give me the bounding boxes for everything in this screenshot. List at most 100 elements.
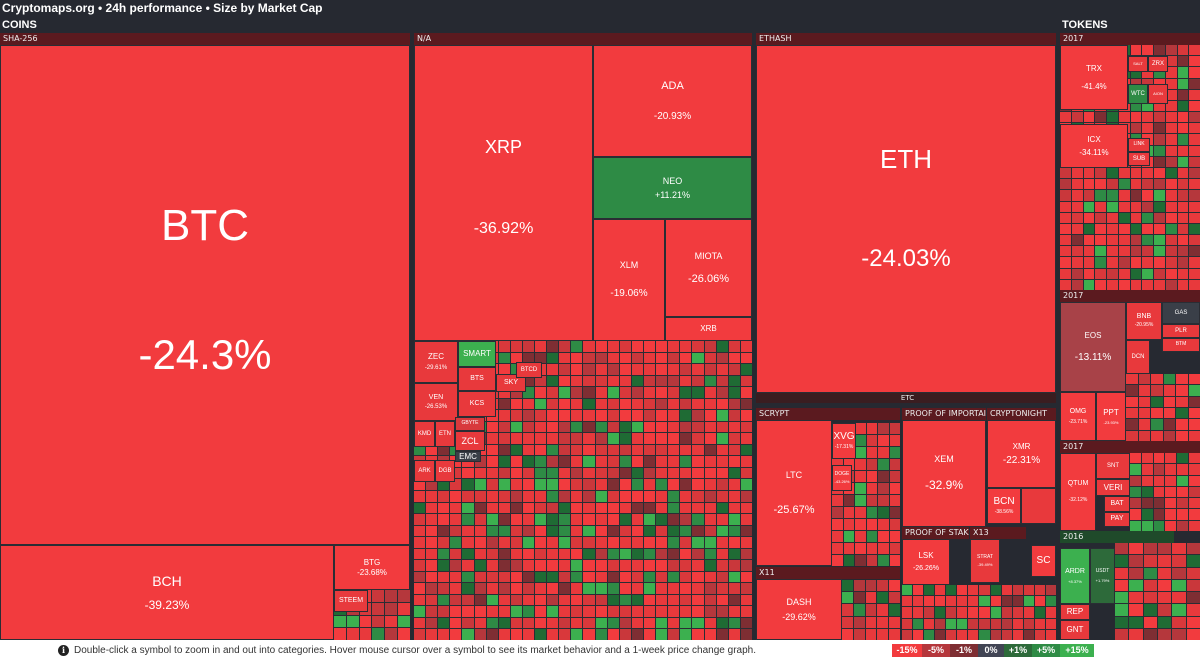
minor-coin-cell[interactable]	[1153, 475, 1165, 486]
minor-coin-cell[interactable]	[1115, 604, 1129, 616]
minor-coin-cell[interactable]	[1071, 190, 1083, 201]
minor-coin-cell[interactable]	[1129, 543, 1143, 555]
minor-coin-cell[interactable]	[1154, 100, 1165, 112]
minor-coin-cell[interactable]	[644, 433, 656, 444]
minor-coin-cell[interactable]	[1177, 89, 1189, 100]
minor-coin-cell[interactable]	[1189, 486, 1200, 498]
minor-coin-cell[interactable]	[559, 341, 571, 352]
minor-coin-cell[interactable]	[668, 537, 680, 548]
minor-coin-cell[interactable]	[1189, 179, 1200, 190]
minor-coin-cell[interactable]	[1176, 430, 1188, 441]
minor-coin-cell[interactable]	[853, 628, 865, 640]
minor-coin-cell[interactable]	[595, 583, 607, 594]
minor-coin-cell[interactable]	[462, 502, 474, 514]
minor-coin-cell[interactable]	[571, 341, 583, 352]
minor-coin-cell[interactable]	[1143, 567, 1157, 579]
minor-coin-cell[interactable]	[438, 491, 450, 502]
minor-coin-cell[interactable]	[1107, 201, 1118, 212]
minor-coin-cell[interactable]	[547, 398, 559, 410]
minor-coin-cell[interactable]	[498, 341, 510, 352]
minor-coin-cell[interactable]	[498, 479, 510, 490]
minor-coin-cell[interactable]	[1154, 279, 1165, 290]
minor-coin-cell[interactable]	[1165, 100, 1177, 112]
minor-coin-cell[interactable]	[498, 594, 510, 606]
minor-coin-cell[interactable]	[595, 560, 607, 571]
minor-coin-cell[interactable]	[656, 410, 668, 421]
minor-coin-cell[interactable]	[1153, 453, 1165, 464]
minor-coin-cell[interactable]	[450, 467, 462, 479]
minor-coin-cell[interactable]	[398, 615, 410, 628]
minor-coin-cell[interactable]	[414, 594, 426, 606]
minor-coin-cell[interactable]	[680, 398, 692, 410]
minor-coin-cell[interactable]	[853, 604, 865, 616]
token-tile-usdt[interactable]: USDT +1.79%	[1090, 548, 1115, 604]
minor-coin-cell[interactable]	[716, 560, 728, 571]
minor-coin-cell[interactable]	[889, 519, 900, 530]
minor-coin-cell[interactable]	[1138, 385, 1150, 396]
minor-coin-cell[interactable]	[866, 543, 877, 554]
minor-coin-cell[interactable]	[1071, 235, 1083, 246]
minor-coin-cell[interactable]	[510, 560, 522, 571]
minor-coin-cell[interactable]	[855, 507, 866, 518]
minor-coin-cell[interactable]	[1186, 616, 1200, 628]
minor-coin-cell[interactable]	[486, 491, 498, 502]
minor-coin-cell[interactable]	[692, 444, 704, 456]
minor-coin-cell[interactable]	[1129, 592, 1143, 604]
token-tile-link[interactable]: LINK	[1128, 138, 1150, 152]
minor-coin-cell[interactable]	[913, 607, 924, 618]
minor-coin-cell[interactable]	[1071, 179, 1083, 190]
minor-coin-cell[interactable]	[704, 479, 716, 490]
minor-coin-cell[interactable]	[1153, 509, 1165, 520]
minor-coin-cell[interactable]	[842, 604, 853, 616]
minor-coin-cell[interactable]	[583, 456, 595, 467]
minor-coin-cell[interactable]	[644, 594, 656, 606]
minor-coin-cell[interactable]	[979, 585, 990, 596]
minor-coin-cell[interactable]	[498, 514, 510, 525]
minor-coin-cell[interactable]	[1012, 618, 1023, 629]
minor-coin-cell[interactable]	[855, 483, 866, 494]
minor-coin-cell[interactable]	[619, 514, 631, 525]
minor-coin-cell[interactable]	[450, 548, 462, 560]
minor-coin-cell[interactable]	[522, 594, 535, 606]
minor-coin-cell[interactable]	[414, 514, 426, 525]
minor-coin-cell[interactable]	[740, 467, 752, 479]
minor-coin-cell[interactable]	[1012, 585, 1023, 596]
tokens-2016-grid[interactable]	[1115, 543, 1200, 640]
minor-coin-cell[interactable]	[728, 537, 740, 548]
minor-coin-cell[interactable]	[1060, 279, 1071, 290]
minor-coin-cell[interactable]	[1154, 201, 1165, 212]
minor-coin-cell[interactable]	[462, 467, 474, 479]
minor-coin-cell[interactable]	[1165, 498, 1177, 509]
minor-coin-cell[interactable]	[631, 398, 644, 410]
minor-coin-cell[interactable]	[462, 525, 474, 537]
minor-coin-cell[interactable]	[740, 479, 752, 490]
minor-coin-cell[interactable]	[1154, 78, 1165, 89]
minor-coin-cell[interactable]	[889, 628, 900, 640]
minor-coin-cell[interactable]	[1023, 618, 1034, 629]
minor-coin-cell[interactable]	[968, 585, 979, 596]
minor-coin-cell[interactable]	[902, 618, 913, 629]
minor-coin-cell[interactable]	[498, 606, 510, 617]
minor-coin-cell[interactable]	[1151, 430, 1163, 441]
minor-coin-cell[interactable]	[913, 629, 924, 640]
minor-coin-cell[interactable]	[426, 629, 438, 640]
category-tokens-2017-a[interactable]: 2017	[1060, 33, 1200, 45]
minor-coin-cell[interactable]	[692, 594, 704, 606]
minor-coin-cell[interactable]	[559, 502, 571, 514]
minor-coin-cell[interactable]	[414, 548, 426, 560]
coin-tile-xvg[interactable]: XVG -17.31%	[832, 423, 856, 459]
minor-coin-cell[interactable]	[740, 364, 752, 375]
category-tokens-2016[interactable]: 2016	[1060, 531, 1174, 543]
minor-coin-cell[interactable]	[535, 548, 547, 560]
minor-coin-cell[interactable]	[1095, 112, 1106, 123]
minor-coin-cell[interactable]	[889, 592, 900, 604]
misc-minor-grid[interactable]	[902, 585, 1056, 640]
minor-coin-cell[interactable]	[1154, 156, 1165, 167]
minor-coin-cell[interactable]	[474, 606, 486, 617]
minor-coin-cell[interactable]	[716, 594, 728, 606]
minor-coin-cell[interactable]	[462, 560, 474, 571]
minor-coin-cell[interactable]	[1154, 212, 1165, 223]
minor-coin-cell[interactable]	[607, 398, 619, 410]
minor-coin-cell[interactable]	[462, 606, 474, 617]
minor-coin-cell[interactable]	[680, 560, 692, 571]
